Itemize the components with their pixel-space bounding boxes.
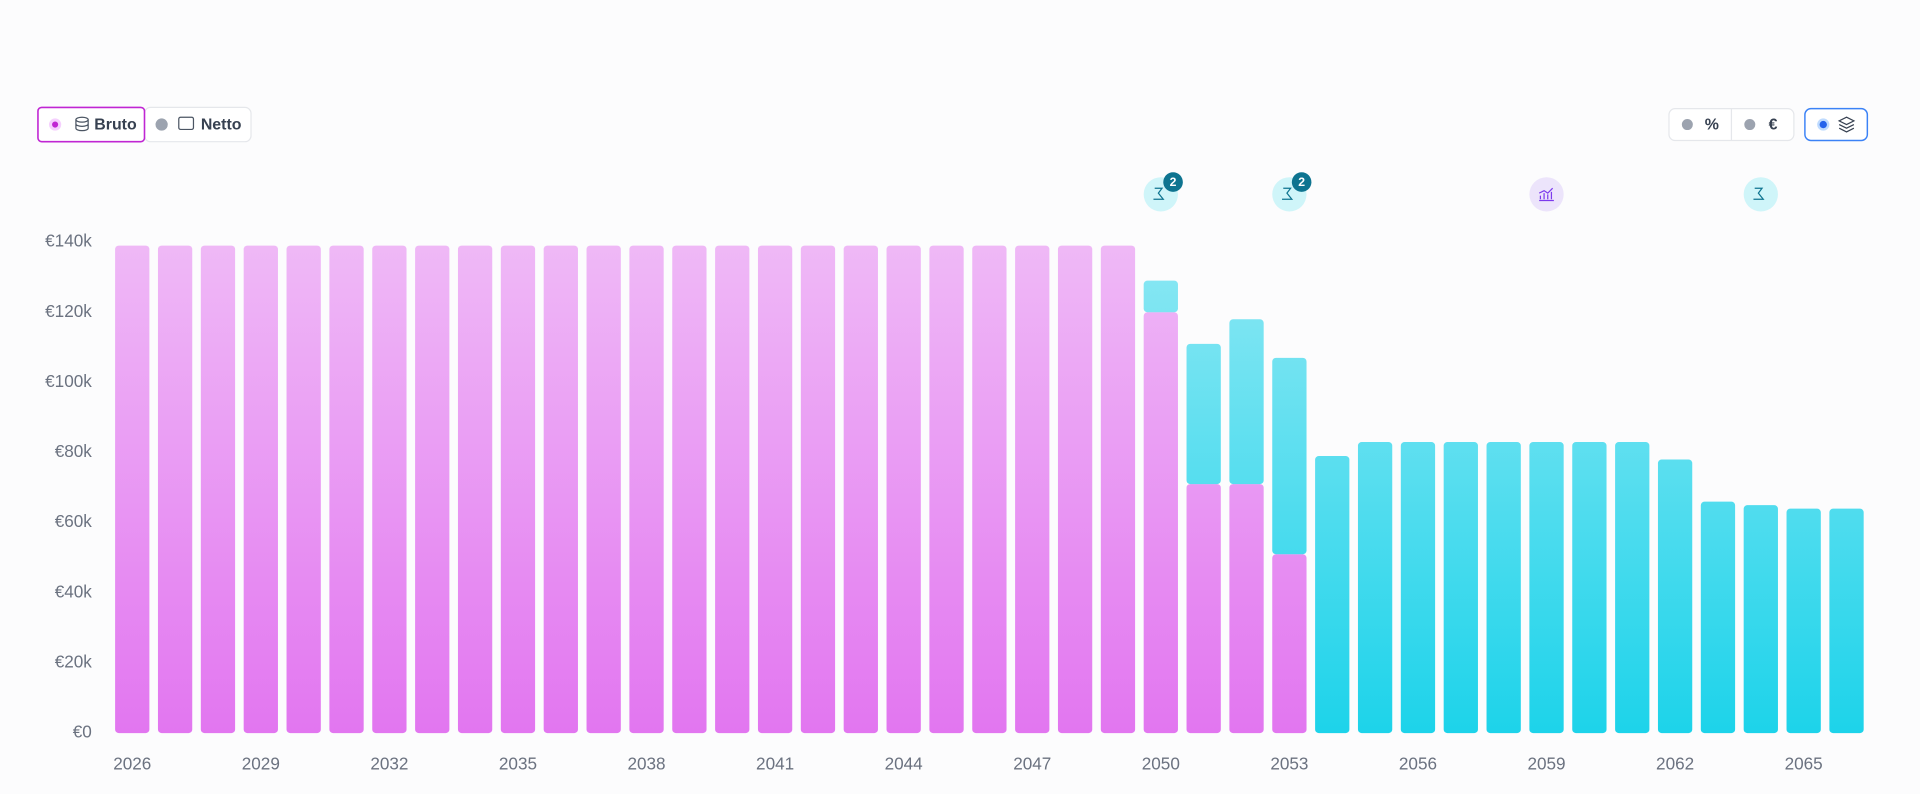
- bar-segment: [200, 245, 236, 734]
- stack-button[interactable]: [1804, 107, 1869, 142]
- view-toggle: % €: [1668, 107, 1869, 142]
- bar-segment: [1700, 501, 1736, 734]
- x-tick-label: 2035: [499, 753, 537, 773]
- x-tick-label: 2041: [756, 753, 794, 773]
- y-tick-label: €100k: [45, 371, 92, 391]
- bar-segment: [929, 245, 964, 734]
- x-tick-label: 2065: [1785, 753, 1823, 773]
- bar-segment: [843, 245, 878, 734]
- bar-segment: [1786, 508, 1821, 734]
- event-icon: [1538, 187, 1554, 202]
- event-icon: [1153, 187, 1165, 200]
- bar-segment: [1057, 245, 1093, 734]
- y-tick-label: €120k: [45, 301, 92, 321]
- bar-segment: [586, 245, 621, 734]
- y-tick-label: €0: [73, 722, 92, 742]
- bar-segment: [629, 245, 664, 734]
- badge-count: 2: [1298, 175, 1305, 189]
- bar-segment: [115, 245, 150, 734]
- event-marker[interactable]: [1743, 177, 1778, 212]
- x-tick-label: 2050: [1142, 753, 1180, 773]
- mode-toggle: Bruto Netto: [37, 106, 252, 143]
- bar-segment: [543, 245, 578, 734]
- radio: [1681, 119, 1693, 131]
- y-tick-label: €40k: [55, 581, 93, 601]
- bar-segment: [1015, 245, 1050, 734]
- bar-segment: [1229, 319, 1264, 485]
- badge: [1163, 172, 1183, 192]
- bar-segment: [1143, 280, 1178, 313]
- layers-icon: [1837, 116, 1856, 133]
- bar-segment: [800, 245, 836, 734]
- bar-segment: [1100, 245, 1136, 734]
- bar-segment: [243, 245, 278, 734]
- x-tick-label: 2062: [1656, 753, 1694, 773]
- bar-segment: [1186, 484, 1221, 734]
- y-tick-label: €20k: [55, 652, 93, 672]
- x-tick-label: 2029: [242, 753, 280, 773]
- bar-segment: [672, 245, 707, 734]
- bar-segment: [329, 245, 364, 734]
- bar-segment: [1529, 442, 1564, 734]
- y-tick-label: €60k: [55, 511, 93, 531]
- event-icon: [1282, 187, 1294, 200]
- bar-segment: [500, 245, 536, 734]
- bar-segment: [157, 245, 193, 734]
- netto-label: Netto: [201, 116, 242, 133]
- bar-segment: [972, 245, 1007, 734]
- bar-segment: [1229, 484, 1264, 734]
- x-tick-label: 2032: [370, 753, 408, 773]
- x-tick-label: 2047: [1013, 753, 1051, 773]
- bruto-label: Bruto: [94, 116, 137, 133]
- bar-segment: [757, 245, 793, 734]
- bar-segment: [1486, 442, 1521, 734]
- bar-segment: [1143, 312, 1178, 734]
- x-tick-label: 2059: [1527, 753, 1565, 773]
- coins-icon: [75, 116, 89, 132]
- bar-segment: [1272, 554, 1307, 734]
- bar-segment: [1572, 442, 1607, 734]
- radio: [1744, 119, 1756, 131]
- x-tick-label: 2053: [1270, 753, 1308, 773]
- bar-segment: [1743, 505, 1778, 734]
- y-tick-label: €140k: [45, 231, 92, 251]
- badge: [1291, 172, 1312, 192]
- bar-segment: [1400, 442, 1436, 734]
- bar-segment: [1615, 442, 1650, 734]
- event-marker[interactable]: [1529, 177, 1564, 212]
- radio-dot: [1819, 120, 1827, 129]
- badge-count: 2: [1170, 175, 1177, 189]
- bar-segment: [1657, 459, 1693, 734]
- bar-segment: [1443, 442, 1478, 734]
- bar-segment: [286, 245, 321, 734]
- bar-segment: [1272, 357, 1307, 555]
- bar-segment: [1357, 442, 1393, 734]
- y-tick-label: €80k: [55, 441, 93, 461]
- radio-dot: [52, 121, 59, 128]
- bar-segment: [372, 245, 407, 734]
- radio: [155, 118, 168, 131]
- event-markers: 2 2: [1143, 172, 1778, 212]
- bar-segment: [415, 245, 450, 734]
- x-tick-label: 2038: [627, 753, 665, 773]
- event-icon: [1753, 187, 1765, 200]
- bar-segment: [1315, 456, 1350, 734]
- bruto-button[interactable]: [37, 106, 146, 143]
- x-tick-label: 2026: [113, 753, 151, 773]
- bar-segment: [715, 245, 750, 734]
- euro-label: €: [1769, 116, 1778, 133]
- x-tick-label: 2044: [885, 753, 924, 773]
- bar-segment: [1829, 508, 1864, 734]
- wallet-icon: [178, 116, 195, 131]
- bar-segment: [1186, 343, 1221, 485]
- x-tick-label: 2056: [1399, 753, 1437, 773]
- bar-segment: [886, 245, 921, 734]
- bar-segment: [457, 245, 493, 734]
- percent-label: %: [1705, 116, 1719, 133]
